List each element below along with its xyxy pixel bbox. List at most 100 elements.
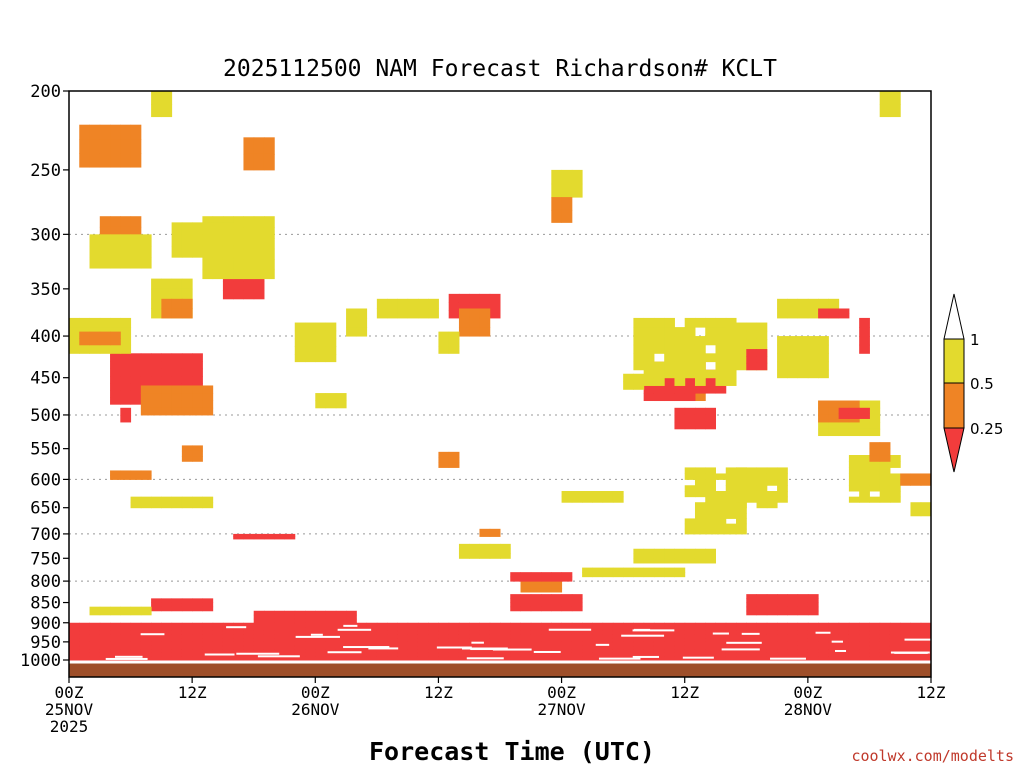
ri-cell-high: [171, 278, 183, 290]
ri-cell-high: [736, 338, 747, 348]
ri-cell-high: [859, 490, 870, 498]
ri-cell-low: [797, 622, 809, 628]
ri-cell-low: [592, 630, 604, 635]
ri-cell-high: [746, 496, 758, 503]
ri-cell-low: [541, 645, 552, 650]
ri-cell-high: [715, 353, 727, 363]
ri-cell-low: [305, 614, 316, 620]
ri-cell-low: [417, 622, 429, 628]
ri-cell-high: [828, 298, 840, 309]
y-tick-label: 200: [30, 82, 61, 102]
ri-cell-high: [469, 548, 480, 555]
ri-cell-low: [243, 652, 255, 657]
ri-cell-high: [500, 548, 511, 555]
ri-cell-high: [110, 610, 121, 616]
ri-cell-low: [787, 641, 799, 647]
ri-cell-low: [192, 656, 203, 661]
ri-cell-low: [561, 598, 573, 604]
ri-cell-low: [325, 641, 337, 647]
ri-cell-low: [366, 656, 378, 661]
ri-cell-low: [110, 634, 121, 639]
ri-cell-low: [130, 383, 142, 391]
ri-cell-high: [694, 473, 706, 480]
ri-cell-low: [243, 626, 255, 632]
ri-cell-high: [787, 369, 799, 379]
ri-cell-low: [161, 606, 173, 612]
ri-cell-low: [181, 641, 193, 647]
ri-cell-low: [151, 630, 162, 635]
ri-cell-low: [140, 649, 152, 654]
ri-cell-high: [756, 496, 768, 503]
ri-cell-low: [838, 622, 850, 628]
ri-cell-low: [99, 622, 111, 628]
ri-cell-high: [120, 336, 132, 346]
ri-cell-high: [869, 407, 881, 416]
ri-cell-low: [99, 641, 111, 647]
ri-cell-low: [151, 626, 162, 632]
ri-cell-low: [777, 630, 788, 635]
ri-cell-high: [684, 553, 696, 559]
ri-cell-high: [612, 490, 624, 498]
ri-cell-low: [530, 641, 542, 647]
ri-cell-high: [859, 421, 870, 430]
ri-cell-high: [694, 548, 706, 555]
ri-cell-low: [181, 656, 193, 661]
ri-cell-high: [694, 485, 706, 492]
ri-cell-low: [653, 393, 665, 402]
ri-cell-low: [838, 652, 850, 657]
ri-cell-low: [120, 368, 132, 377]
ri-cell-low: [900, 649, 911, 654]
ri-cell-mid: [140, 470, 152, 476]
ri-cell-high: [715, 528, 727, 535]
ri-cell-low: [879, 638, 891, 643]
ri-cell-low: [838, 638, 850, 643]
ri-cell-low: [592, 656, 604, 661]
ri-cell-low: [171, 376, 183, 384]
ri-cell-high: [705, 490, 716, 498]
ri-cell-low: [130, 645, 142, 650]
ri-cell-high: [653, 377, 665, 386]
ri-cell-high: [715, 507, 727, 514]
ri-cell-low: [335, 634, 347, 639]
ri-cell-low: [151, 652, 162, 657]
ri-cell-low: [674, 652, 686, 657]
ri-cell-low: [756, 362, 768, 371]
ri-cell-low: [469, 652, 480, 657]
ri-cell-low: [171, 622, 183, 628]
ri-cell-low: [664, 393, 675, 402]
ri-cell-high: [305, 354, 316, 363]
ri-gap: [327, 651, 362, 654]
ri-cell-low: [520, 641, 532, 647]
ri-cell-low: [859, 317, 870, 328]
ri-cell-low: [448, 622, 460, 628]
ri-cell-low: [715, 652, 727, 657]
ri-cell-low: [284, 652, 296, 657]
ri-cell-mid: [161, 308, 173, 319]
ri-cell-low: [859, 638, 870, 643]
ri-cell-low: [766, 610, 778, 616]
ri-cell-low: [110, 652, 121, 657]
ri-cell-low: [346, 641, 357, 647]
ri-cell-low: [448, 626, 460, 632]
ri-cell-low: [694, 414, 706, 423]
ri-cell-low: [346, 610, 357, 616]
ri-cell-low: [99, 645, 111, 650]
ri-cell-low: [807, 656, 819, 661]
ri-cell-mid: [130, 474, 142, 480]
ri-cell-low: [900, 652, 911, 657]
ri-cell-high: [859, 485, 870, 492]
ri-cell-low: [243, 533, 255, 537]
ri-cell-low: [807, 638, 819, 643]
ri-cell-low: [356, 630, 368, 635]
ri-cell-low: [233, 656, 244, 661]
ri-cell-low: [110, 368, 121, 377]
ri-cell-mid: [202, 385, 214, 394]
ri-cell-low: [818, 638, 829, 643]
ri-cell-mid: [448, 462, 460, 468]
ri-cell-low: [140, 630, 152, 635]
ri-gap: [904, 638, 933, 641]
ri-cell-low: [705, 649, 716, 654]
ri-cell-high: [694, 353, 706, 363]
ri-cell-low: [192, 645, 203, 650]
ri-cell-low: [161, 652, 173, 657]
